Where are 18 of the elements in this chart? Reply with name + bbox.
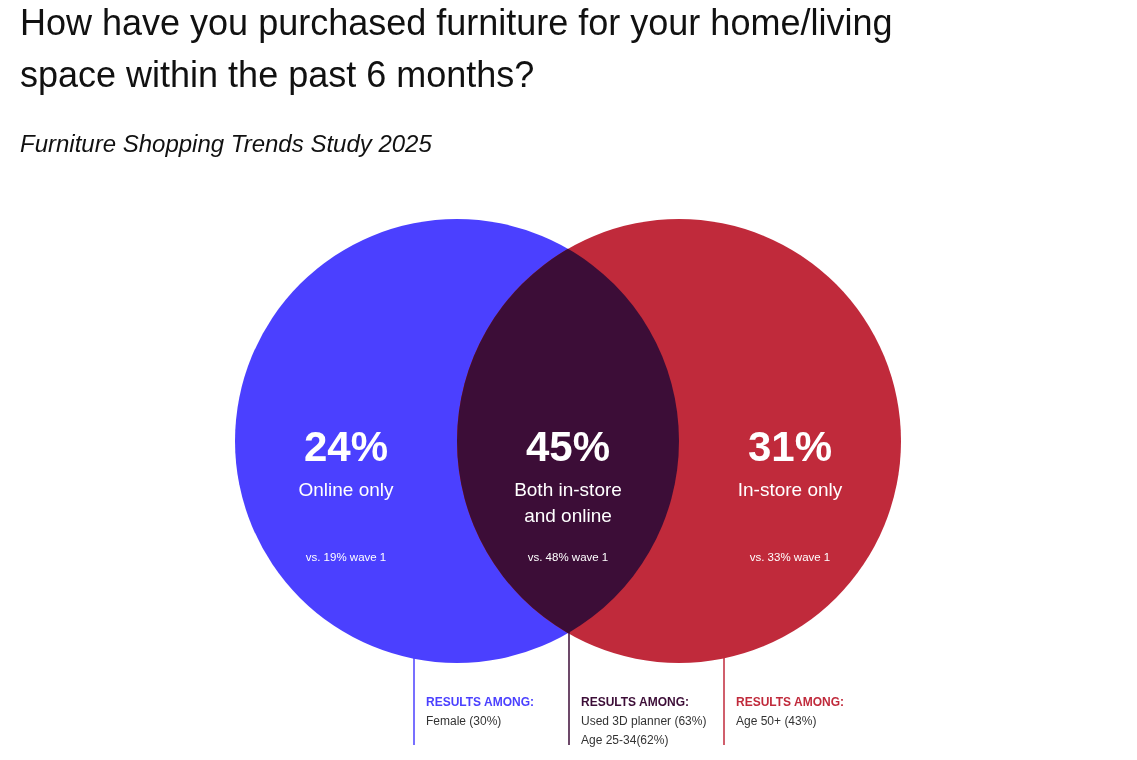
text: Furniture Shopping Trends Study 2025 [20, 130, 433, 157]
text: Age 25-34(62%) [581, 733, 669, 747]
data-label: 24% [303, 423, 389, 470]
text: RESULTS AMONG: [581, 695, 689, 709]
category-label: Both in-store and online [514, 479, 622, 526]
text: How have you purchased furniture for your home/living space within the past 6 months? [20, 2, 893, 95]
text: RESULTS AMONG: [736, 695, 844, 709]
text: Used 3D planner (63%) [581, 714, 707, 728]
data-label: 45% [525, 423, 611, 470]
text: vs. 48% wave 1 [527, 551, 609, 563]
text: vs. 33% wave 1 [749, 551, 831, 563]
text: vs. 19% wave 1 [305, 551, 387, 563]
data-label: 31% [747, 423, 833, 470]
text: Age 50+ (43%) [736, 714, 817, 728]
category-label: Online only [298, 479, 395, 500]
text: Female (30%) [426, 714, 502, 728]
text: RESULTS AMONG: [426, 695, 534, 709]
category-label: In-store only [737, 479, 843, 500]
